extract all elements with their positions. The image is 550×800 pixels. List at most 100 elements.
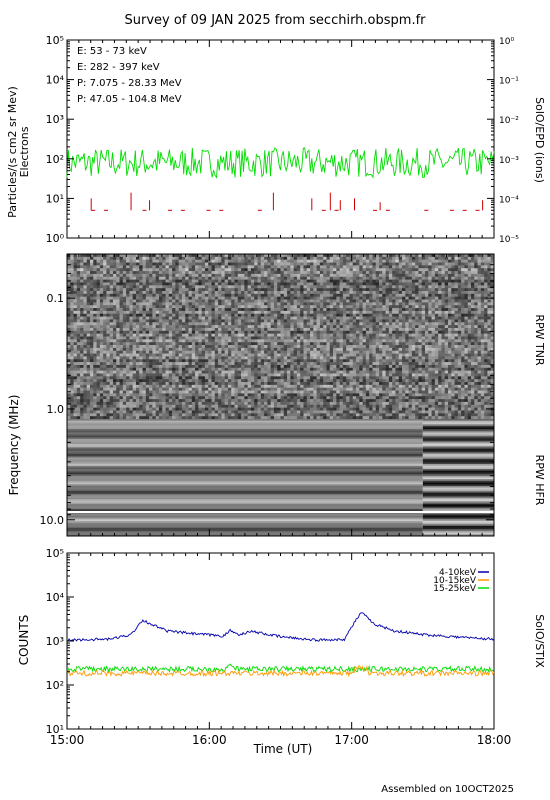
rpw-tnr-cell [112, 290, 117, 295]
rpw-tnr-cell [227, 299, 232, 303]
rpw-tnr-cell [119, 399, 124, 403]
rpw-tnr-cell [283, 387, 288, 391]
rpw-tnr-cell [152, 407, 156, 411]
rpw-tnr-cell [211, 325, 216, 329]
rpw-tnr-cell [234, 367, 239, 371]
rpw-tnr-cell [178, 276, 183, 280]
rpw-tnr-cell [89, 373, 94, 377]
rpw-tnr-cell [99, 254, 104, 258]
rpw-tnr-cell [145, 299, 150, 303]
rpw-tnr-cell [247, 382, 252, 386]
rpw-tnr-cell [103, 399, 107, 403]
rpw-tnr-cell [162, 413, 166, 417]
rpw-tnr-cell [112, 285, 117, 289]
rpw-tnr-cell [214, 407, 219, 411]
rpw-tnr-cell [244, 290, 248, 295]
rpw-tnr-cell [326, 285, 331, 289]
rpw-tnr-cell [70, 256, 74, 260]
rpw-tnr-cell [149, 370, 153, 374]
rpw-tnr-cell [109, 362, 114, 366]
rpw-tnr-cell [323, 347, 327, 352]
rpw-tnr-cell [109, 336, 114, 340]
rpw-tnr-cell [316, 302, 321, 306]
rpw-tnr-cell [227, 265, 232, 269]
rpw-tnr-cell [208, 345, 212, 349]
rpw-tnr-cell [333, 282, 337, 286]
rpw-tnr-cell [264, 353, 268, 357]
rpw-tnr-cell [218, 387, 222, 391]
rpw-tnr-cell [188, 288, 193, 292]
rpw-tnr-cell [162, 327, 166, 332]
rpw-tnr-cell [283, 285, 288, 289]
rpw-tnr-cell [214, 333, 219, 337]
rpw-tnr-cell [185, 308, 189, 312]
rpw-tnr-cell [316, 265, 321, 269]
rpw-tnr-cell [96, 382, 101, 386]
rpw-tnr-cell [188, 290, 193, 295]
rpw-tnr-cell [260, 339, 265, 343]
rpw-tnr-cell [89, 254, 94, 258]
rpw-tnr-cell [267, 387, 271, 391]
rpw-tnr-cell [204, 362, 209, 366]
rpw-tnr-cell [250, 401, 255, 406]
rpw-tnr-cell [237, 310, 242, 315]
rpw-tnr-cell [158, 384, 163, 388]
rpw-tnr-cell [231, 271, 235, 275]
rpw-tnr-cell [310, 367, 314, 371]
rpw-tnr-cell [333, 293, 337, 297]
rpw-tnr-cell [208, 310, 212, 315]
rpw-tnr-cell [273, 387, 278, 391]
rpw-tnr-cell [175, 256, 179, 260]
rpw-tnr-cell [99, 256, 104, 260]
rpw-tnr-cell [155, 356, 160, 360]
rpw-tnr-cell [155, 373, 160, 377]
rpw-tnr-cell [86, 339, 91, 343]
rpw-tnr-cell [149, 413, 153, 417]
rpw-tnr-cell [241, 276, 245, 280]
rpw-tnr-cell [234, 325, 239, 329]
rpw-tnr-cell [319, 362, 324, 366]
rpw-tnr-cell [116, 336, 120, 340]
rpw-tnr-cell [237, 254, 242, 258]
rpw-tnr-cell [329, 376, 334, 380]
rpw-tnr-cell [260, 296, 265, 300]
rpw-tnr-cell [234, 273, 239, 278]
rpw-tnr-cell [116, 265, 120, 269]
rpw-tnr-cell [188, 325, 193, 329]
rpw-tnr-cell [83, 285, 87, 289]
rpw-tnr-cell [86, 384, 91, 388]
rpw-tnr-cell [244, 376, 248, 380]
rpw-tnr-cell [185, 345, 189, 349]
rpw-tnr-cell [67, 305, 71, 309]
rpw-tnr-cell [303, 259, 308, 263]
rpw-tnr-cell [139, 376, 143, 380]
rpw-tnr-cell [188, 268, 193, 272]
rpw-tnr-cell [241, 353, 245, 357]
rpw-tnr-cell [122, 316, 127, 320]
rpw-tnr-cell [80, 379, 84, 383]
rpw-tnr-cell [165, 416, 170, 420]
rpw-tnr-cell [257, 376, 262, 380]
rpw-tnr-cell [313, 413, 317, 417]
rpw-tnr-cell [142, 273, 147, 278]
rpw-tnr-cell [313, 288, 317, 292]
rpw-tnr-cell [244, 347, 248, 352]
rpw-tnr-cell [319, 262, 324, 266]
rpw-tnr-cell [306, 288, 311, 292]
rpw-tnr-cell [178, 271, 183, 275]
rpw-tnr-cell [290, 390, 294, 394]
rpw-tnr-cell [218, 336, 222, 340]
rpw-tnr-cell [208, 404, 212, 408]
rpw-tnr-cell [319, 384, 324, 388]
rpw-tnr-cell [234, 347, 239, 352]
rpw-tnr-cell [290, 362, 294, 366]
rpw-tnr-cell [162, 259, 166, 263]
rpw-tnr-cell [195, 308, 199, 312]
rpw-tnr-cell [132, 399, 137, 403]
rpw-tnr-cell [122, 302, 127, 306]
epd-y-label: 10¹ [46, 192, 64, 205]
rpw-tnr-cell [122, 345, 127, 349]
rpw-tnr-cell [231, 413, 235, 417]
rpw-tnr-cell [316, 276, 321, 280]
rpw-tnr-cell [73, 330, 78, 334]
